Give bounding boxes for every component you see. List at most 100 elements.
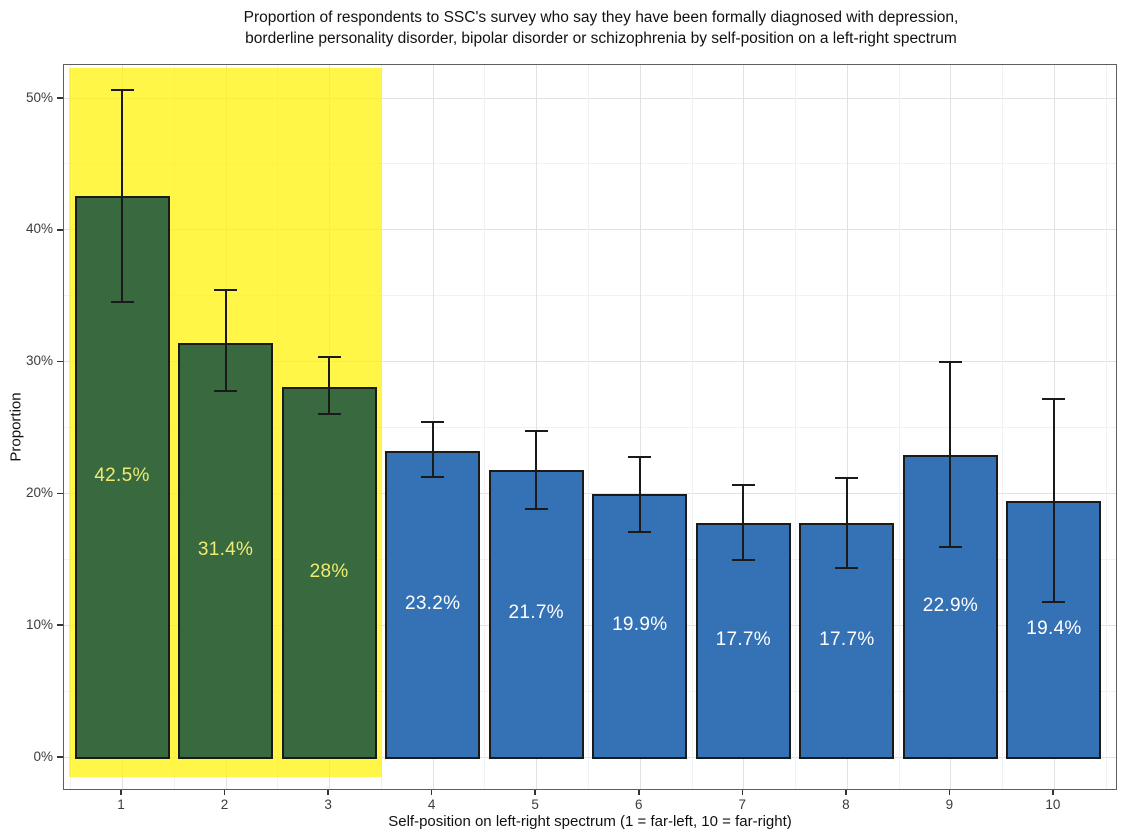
y-tick-label: 50% [25,89,53,105]
x-tick-mark [845,790,847,795]
x-tick-label: 8 [842,797,850,812]
bar-label: 19.9% [612,614,668,636]
y-tick-mark [57,360,63,363]
x-tick-mark [430,790,433,795]
error-bar-line [535,430,538,509]
y-tick-mark [57,756,63,758]
x-tick-label: 1 [117,797,125,812]
error-bar-cap-bottom [628,531,652,534]
h-gridline-minor [64,295,1116,297]
v-gridline-minor [898,65,900,789]
x-tick-label: 7 [738,797,747,812]
error-bar-cap-top [110,88,134,91]
h-gridline-major [64,756,1116,758]
x-tick-label: 10 [1045,797,1061,812]
x-tick-label: 6 [634,797,643,812]
error-bar-line [224,289,227,392]
y-tick-label: 0% [33,748,53,764]
x-tick-mark [948,790,951,795]
error-bar-cap-top [628,456,652,459]
x-tick-label: 4 [427,797,436,812]
v-gridline-minor [691,65,693,789]
error-bar-cap-bottom [938,545,962,548]
x-tick-label: 3 [324,797,332,812]
error-bar-line [1052,399,1055,603]
y-tick-label: 10% [25,616,53,632]
bar-label: 17.7% [715,628,771,650]
error-bar-cap-bottom [214,390,238,393]
h-gridline-major [64,97,1116,99]
y-tick-mark [57,229,63,231]
bar [592,494,688,759]
bar-label: 23.2% [404,592,461,614]
x-tick-label: 9 [945,797,954,812]
v-gridline-minor [1002,65,1004,789]
error-bar-line [328,357,331,414]
v-gridline-major [743,65,745,789]
y-axis-title-text: Proportion [7,392,25,462]
error-bar-cap-bottom [317,412,341,415]
x-tick-mark [120,790,122,795]
x-tick-mark [638,790,640,795]
bar-label: 22.9% [922,594,979,616]
error-bar-line [742,484,745,561]
error-bar-cap-top [214,288,238,291]
x-tick-mark [1052,790,1054,795]
chart-title-line2: borderline personality disorder, bipolar… [245,30,957,48]
h-gridline-minor [64,558,1116,560]
v-gridline-major [536,65,538,789]
chart-title-line1: Proportion of respondents to SSC's surve… [243,9,959,26]
v-gridline-minor [484,65,486,789]
error-bar-cap-bottom [731,559,755,562]
x-tick-mark [223,790,226,795]
x-tick-label: 2 [220,797,229,812]
x-axis-title: Self-position on left-right spectrum (1 … [388,813,792,830]
y-tick-mark [57,492,63,495]
bar [695,523,791,759]
v-gridline-minor [587,65,589,789]
error-bar-line [121,89,123,302]
v-gridline-minor [795,65,797,789]
bar-label: 31.4% [197,538,254,560]
bar [178,342,274,759]
bar-label: 42.5% [94,465,150,487]
h-gridline-minor [64,427,1116,428]
y-tick-label: 30% [25,353,53,369]
error-bar-cap-bottom [524,507,548,510]
x-tick-mark [327,790,329,795]
bar-label: 21.7% [508,602,564,624]
error-bar-cap-top [524,429,548,432]
y-tick-mark [57,624,63,626]
v-gridline-major [846,65,848,789]
error-bar-cap-bottom [1042,601,1066,604]
y-tick-label: 40% [25,221,53,237]
error-bar-line [845,478,848,568]
chart-title: Proportion of respondents to SSC's surve… [77,7,1125,50]
h-gridline-major [64,361,1116,363]
v-gridline-minor [1105,65,1107,789]
y-tick-mark [57,97,63,99]
bar-label: 17.7% [819,628,875,650]
error-bar-cap-top [421,420,445,423]
h-gridline-minor [64,163,1116,165]
error-bar-cap-bottom [110,300,134,303]
h-gridline-major [64,229,1116,231]
error-bar-line [431,421,434,478]
h-gridline-major [64,492,1116,494]
error-bar-cap-top [1042,398,1066,401]
h-gridline-major [64,624,1116,626]
error-bar-line [949,362,952,547]
bar [385,450,481,759]
plot-panel: 42.5% 31.4% 28% 23.2% 21.7% 19.9% 17.7% 17.7% 22… [63,64,1117,790]
x-tick-label: 5 [531,797,539,812]
x-tick-mark [534,790,536,795]
error-bar-cap-top [835,477,859,480]
error-bar-line [638,457,641,533]
bar [488,470,584,759]
bar-label: 28% [309,560,349,582]
y-axis-title: Proportion [8,392,25,461]
h-gridline-minor [64,690,1116,692]
error-bar-cap-top [731,483,755,486]
bar [281,387,377,759]
